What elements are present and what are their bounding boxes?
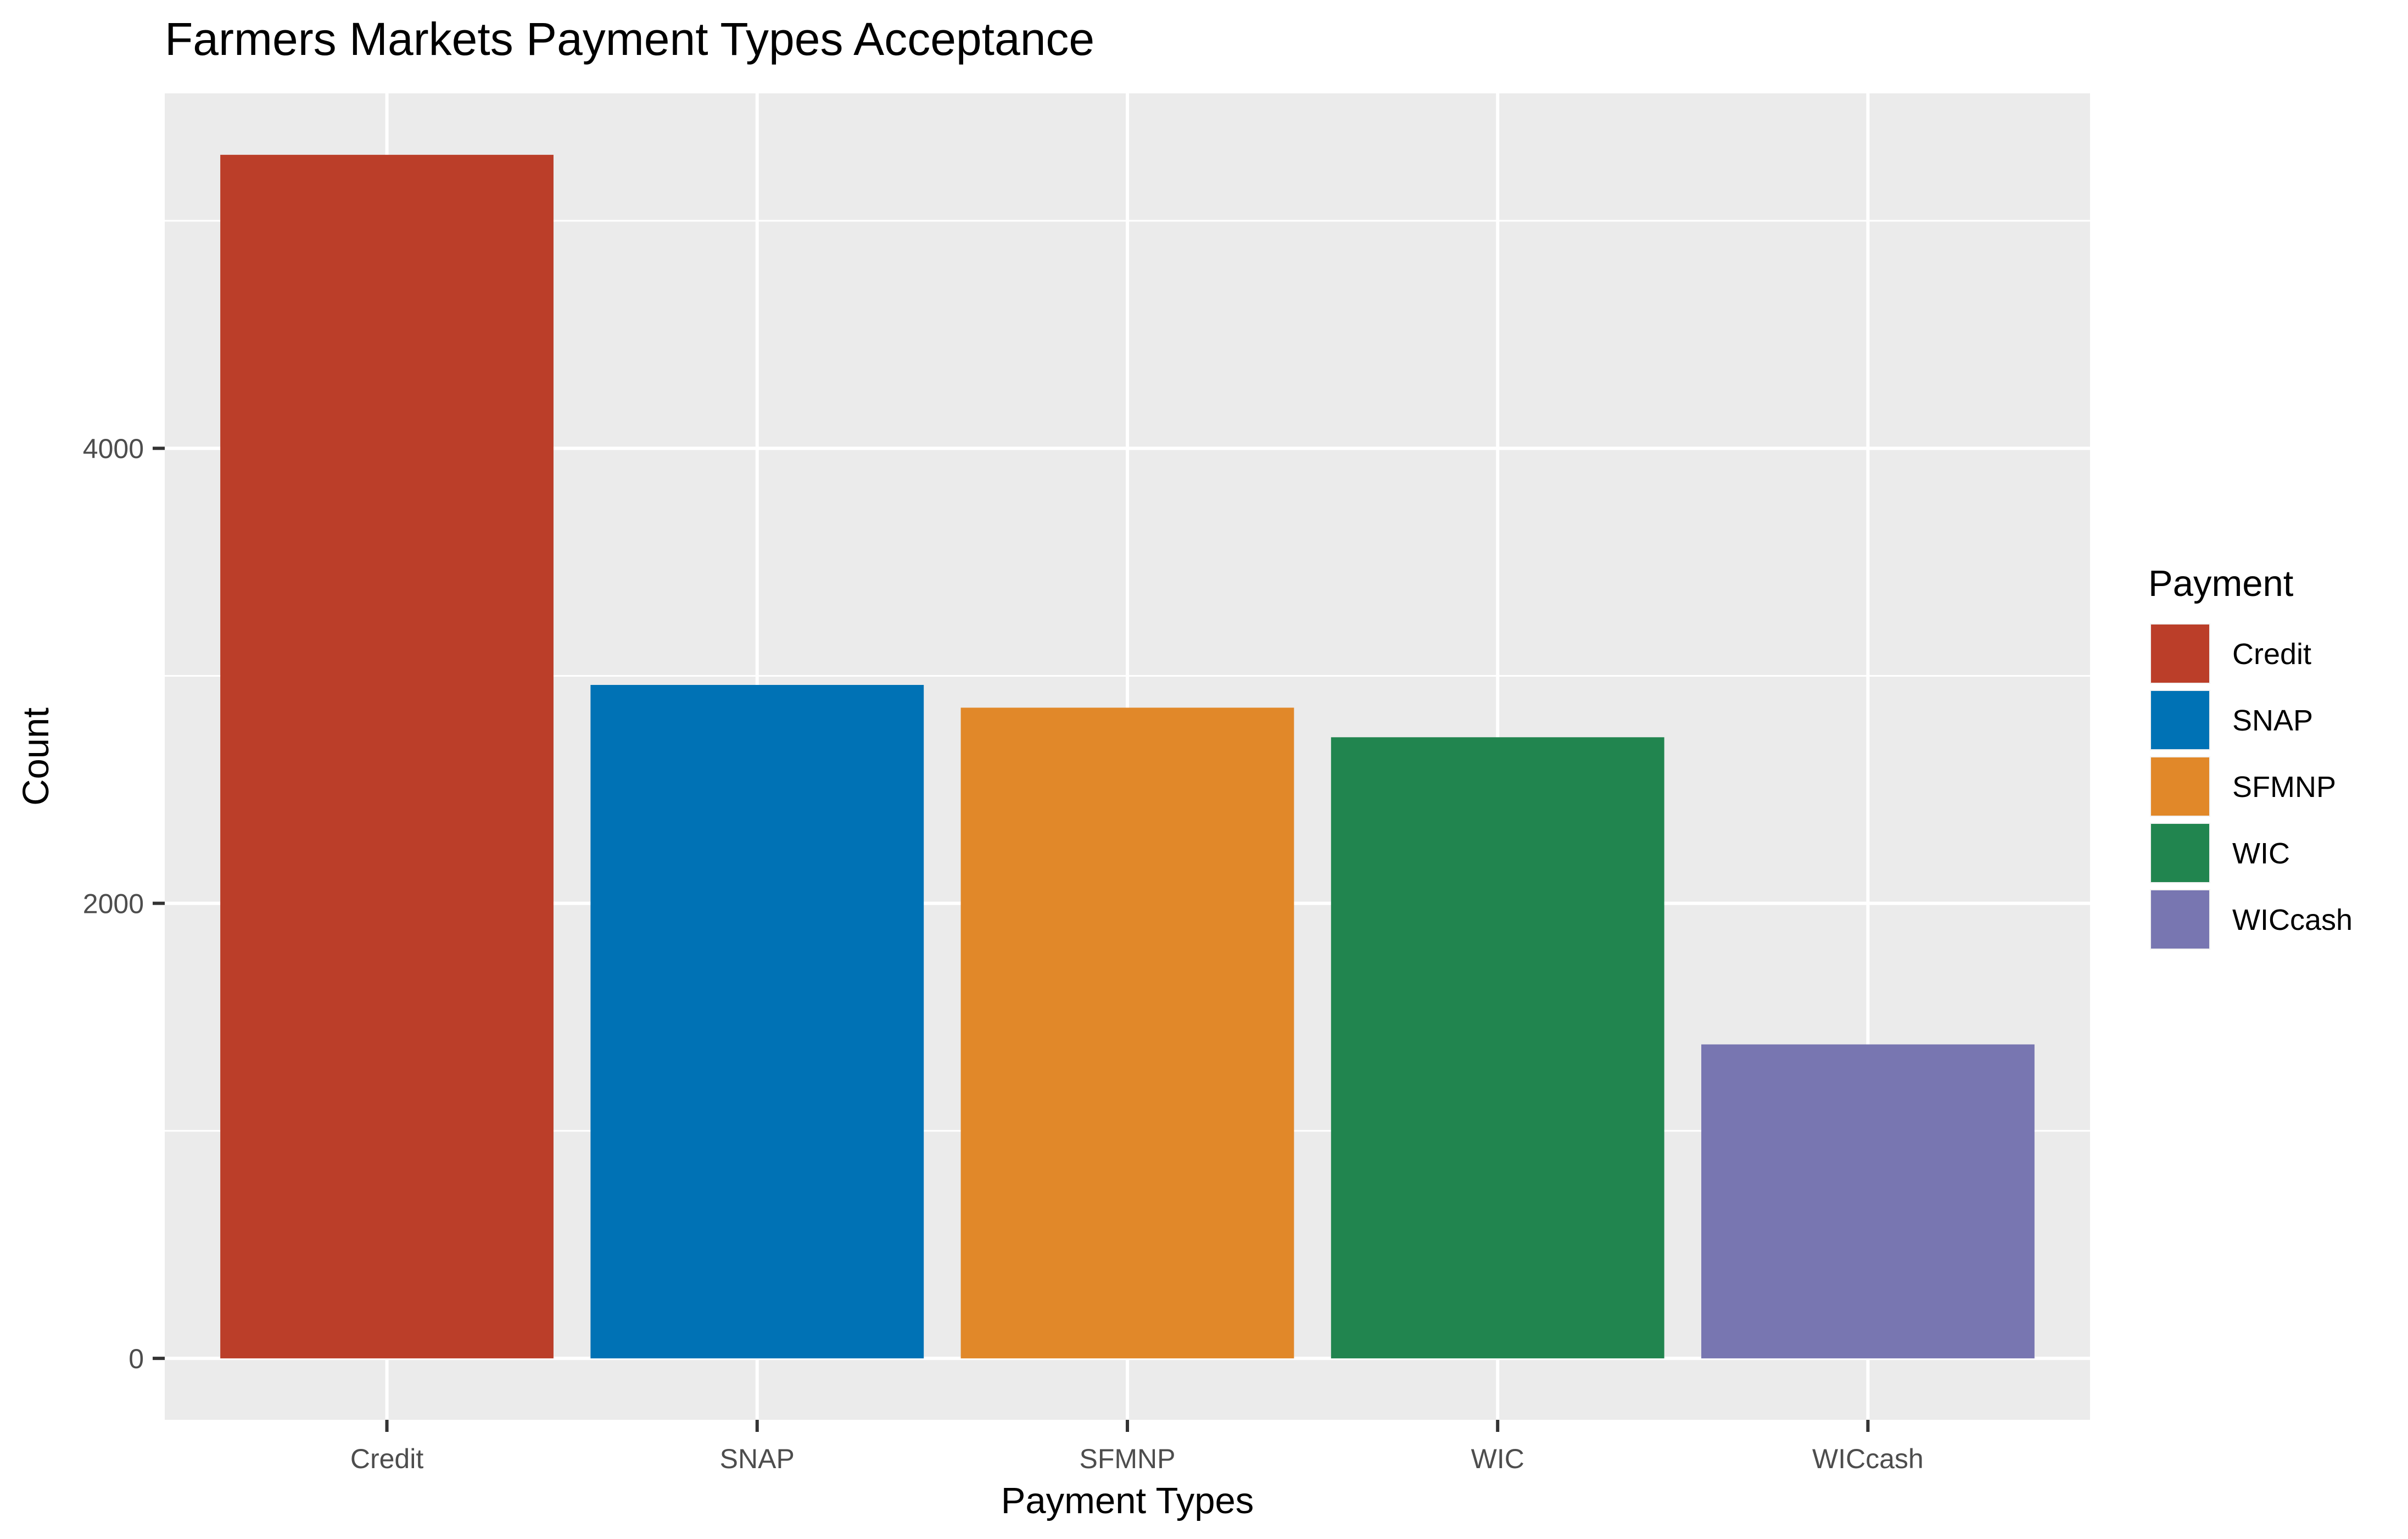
legend-label: Credit <box>2232 638 2311 671</box>
x-tick-label: WIC <box>1471 1443 1524 1474</box>
legend: Payment Credit SNAP SFMNP WIC WICcash <box>2148 563 2353 950</box>
legend-swatch-wiccash <box>2151 890 2209 949</box>
legend-swatch-credit <box>2151 624 2209 683</box>
bar-sfmnp <box>960 707 1294 1359</box>
x-axis: Credit SNAP SFMNP WIC WICcash <box>350 1420 1924 1474</box>
bar-credit <box>220 154 554 1359</box>
y-tick-label: 2000 <box>83 889 144 919</box>
x-tick-label: WICcash <box>1812 1443 1924 1474</box>
legend-label: WICcash <box>2232 904 2353 936</box>
legend-swatch-sfmnp <box>2151 757 2209 816</box>
y-tick-label: 4000 <box>83 433 144 464</box>
bar-wic <box>1331 737 1664 1359</box>
legend-label: SNAP <box>2232 704 2313 737</box>
y-axis-title: Count <box>15 707 57 806</box>
y-tick-label: 0 <box>128 1343 144 1374</box>
legend-title: Payment <box>2148 563 2294 604</box>
legend-swatch-snap <box>2151 691 2209 749</box>
x-tick-label: Credit <box>350 1443 423 1474</box>
legend-swatch-wic <box>2151 824 2209 882</box>
y-axis: 0 2000 4000 <box>83 433 165 1374</box>
bars <box>220 154 2035 1359</box>
bar-wiccash <box>1701 1044 2035 1359</box>
legend-label: WIC <box>2232 837 2290 870</box>
x-tick-label: SFMNP <box>1080 1443 1176 1474</box>
legend-label: SFMNP <box>2232 771 2336 804</box>
bar-snap <box>590 685 924 1359</box>
chart-title: Farmers Markets Payment Types Acceptance <box>165 13 1094 65</box>
x-tick-label: SNAP <box>720 1443 795 1474</box>
x-axis-title: Payment Types <box>1001 1480 1254 1521</box>
